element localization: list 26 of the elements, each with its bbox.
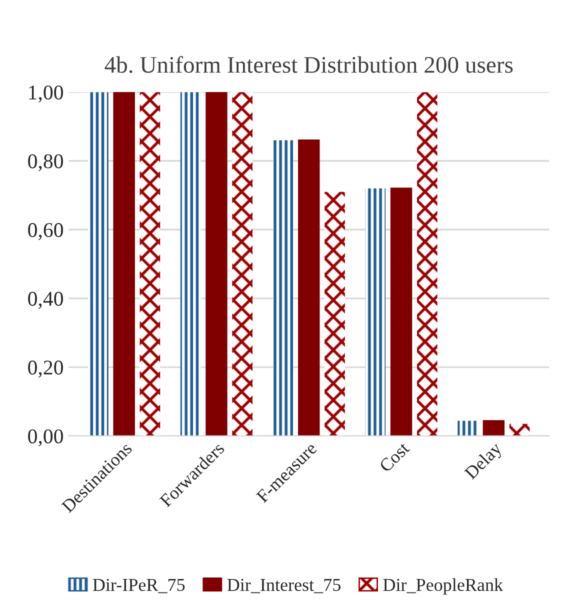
bar xyxy=(113,92,135,436)
y-tick-label: 0,80 xyxy=(28,154,63,172)
bar xyxy=(365,188,386,436)
y-tick-label: 0,20 xyxy=(28,360,63,378)
bar xyxy=(458,420,478,436)
y-tick-label: 1,00 xyxy=(29,85,63,103)
bar xyxy=(390,188,412,436)
bar xyxy=(298,140,320,436)
chart-title: 4b. Uniform Interest Distribution 200 users xyxy=(104,56,513,73)
bar xyxy=(232,92,253,436)
bar xyxy=(324,192,345,436)
legend-label: Dir_Interest_75 xyxy=(227,578,340,594)
bar xyxy=(509,424,530,436)
y-tick-label: 0,60 xyxy=(28,223,63,240)
bar xyxy=(482,420,505,436)
bar xyxy=(206,92,228,436)
y-tick-label: 0,40 xyxy=(28,292,63,309)
legend-label: Dir-IPeR_75 xyxy=(92,578,185,594)
x-tick-label: Cost xyxy=(378,441,410,473)
bar xyxy=(416,92,438,436)
bar xyxy=(272,140,294,436)
bar xyxy=(180,92,201,436)
y-tick-label: 0,00 xyxy=(28,429,63,446)
bar xyxy=(88,92,108,436)
legend-label: Dir_PeopleRank xyxy=(383,578,504,595)
bar xyxy=(140,92,160,436)
